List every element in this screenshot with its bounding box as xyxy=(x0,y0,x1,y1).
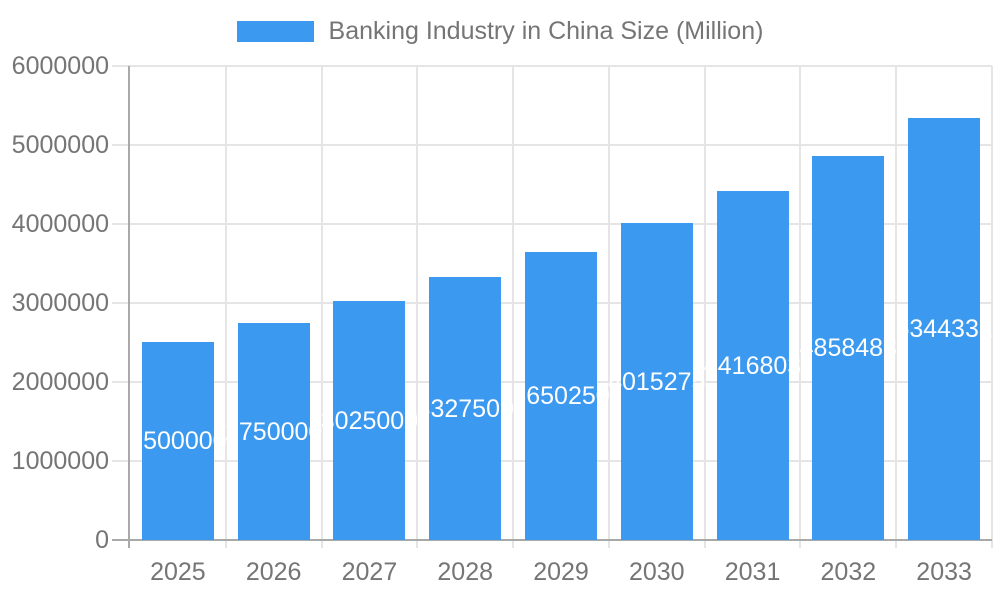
x-axis-tick-label: 2026 xyxy=(245,558,302,586)
bar-2031[interactable] xyxy=(716,191,789,540)
y-axis-line xyxy=(128,66,130,548)
x-axis-tick-label: 2029 xyxy=(533,558,589,586)
x-axis-tick-label: 2033 xyxy=(916,558,972,586)
bar-2030[interactable] xyxy=(620,223,693,540)
y-axis-tick-label: 3000000 xyxy=(11,289,109,317)
bar-2027[interactable] xyxy=(333,301,406,540)
bar-2032[interactable] xyxy=(812,156,885,540)
horizontal-gridline xyxy=(112,223,992,225)
vertical-gridline xyxy=(799,66,802,548)
y-axis-tick-label: 4000000 xyxy=(11,210,109,238)
legend-swatch xyxy=(236,20,314,42)
bar-2033[interactable] xyxy=(908,118,981,540)
vertical-gridline xyxy=(416,66,419,548)
y-axis-tick-label: 1000000 xyxy=(11,447,109,475)
bar-2025[interactable] xyxy=(141,342,214,540)
chart-title: Banking Industry in China Size (Million) xyxy=(328,16,764,45)
x-axis-tick-label: 2030 xyxy=(628,558,685,586)
vertical-gridline xyxy=(320,66,323,548)
legend[interactable]: Banking Industry in China Size (Million) xyxy=(0,16,1000,46)
x-axis-tick-label: 2025 xyxy=(150,558,206,586)
x-axis-line xyxy=(112,539,992,541)
vertical-gridline xyxy=(991,66,993,548)
y-axis-tick-label: 0 xyxy=(95,526,109,554)
x-axis-tick-label: 2031 xyxy=(724,558,781,586)
vertical-gridline xyxy=(512,66,515,548)
x-axis-tick-label: 2027 xyxy=(341,558,398,586)
y-axis-tick-label: 5000000 xyxy=(11,131,109,159)
bar-2028[interactable] xyxy=(429,277,502,540)
y-axis-tick-label: 2000000 xyxy=(11,368,109,396)
y-axis-tick-label: 6000000 xyxy=(11,52,109,80)
horizontal-gridline xyxy=(112,144,992,146)
x-axis-tick-label: 2028 xyxy=(437,558,494,586)
vertical-gridline xyxy=(224,66,227,548)
x-axis-tick-label: 2032 xyxy=(820,558,877,586)
vertical-gridline xyxy=(607,66,610,548)
bar-2026[interactable] xyxy=(237,323,310,540)
horizontal-gridline xyxy=(112,65,992,67)
vertical-gridline xyxy=(895,66,898,548)
bar-2029[interactable] xyxy=(525,252,597,540)
vertical-gridline xyxy=(703,66,706,548)
